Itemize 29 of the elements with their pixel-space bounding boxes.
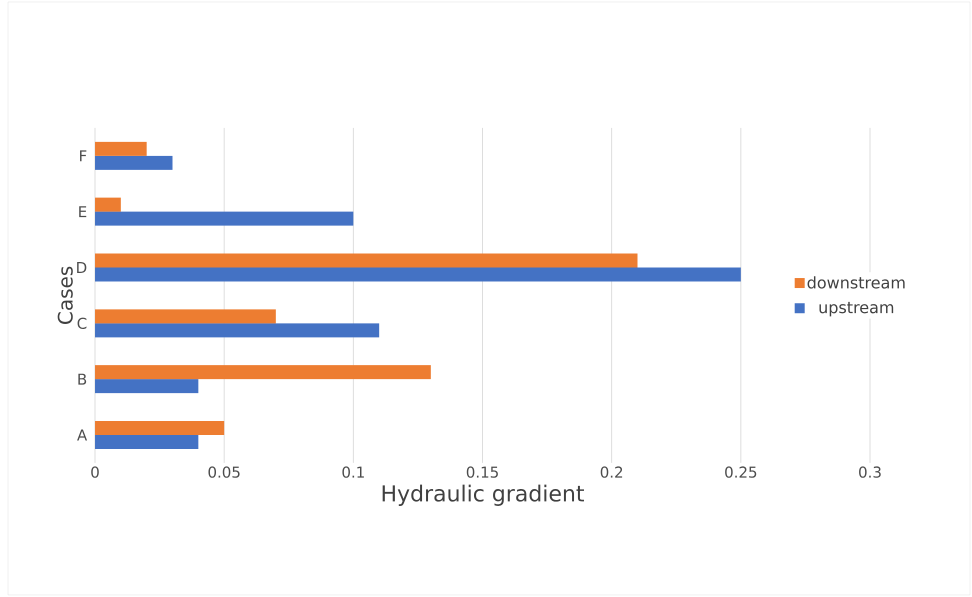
x-tick-label: 0.25 — [725, 466, 756, 478]
x-axis-title: Hydraulic gradient — [382, 484, 584, 506]
bar — [95, 267, 741, 282]
y-tick-label: D — [77, 262, 86, 273]
x-tick-label: 0.3 — [859, 466, 881, 478]
legend-label: downstream — [808, 276, 905, 289]
bar — [95, 309, 276, 324]
bar — [95, 253, 638, 268]
y-tick-label: A — [77, 430, 88, 440]
x-tick-label: 0.1 — [342, 466, 364, 478]
bar — [95, 365, 431, 380]
x-tick-label: 0.2 — [600, 466, 622, 478]
y-axis-title: Cases — [58, 266, 73, 324]
bar — [95, 420, 224, 435]
bar — [95, 198, 121, 212]
bar — [95, 323, 380, 338]
y-tick-label: F — [80, 150, 86, 162]
x-tick-label: 0.05 — [208, 466, 240, 478]
legend-label: upstream — [819, 302, 894, 316]
x-tick-label: 0.15 — [466, 466, 498, 478]
x-tick-label: 0 — [91, 466, 99, 478]
bar — [95, 156, 173, 170]
bar — [95, 434, 198, 449]
y-tick-label: B — [78, 374, 86, 385]
bar — [95, 379, 198, 394]
y-tick-label: C — [78, 318, 86, 330]
bar — [95, 142, 147, 156]
y-tick-label: E — [79, 206, 86, 218]
bar — [95, 212, 354, 226]
